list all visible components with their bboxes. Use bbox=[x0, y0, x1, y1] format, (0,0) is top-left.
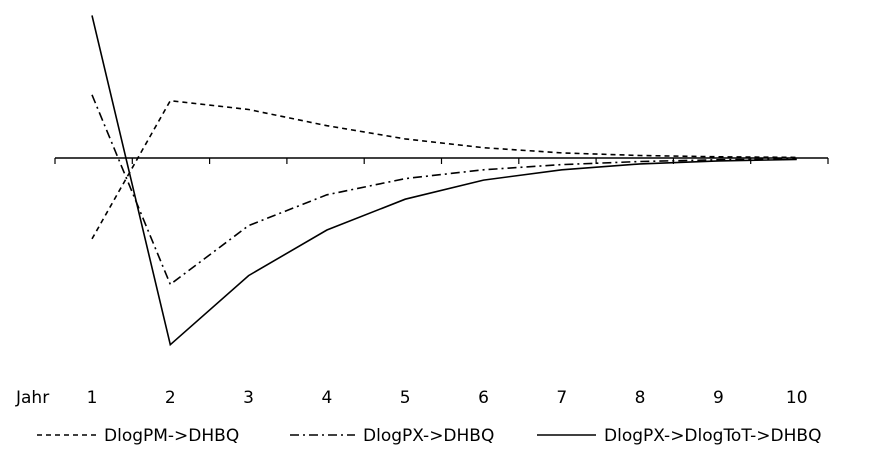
axis-layer bbox=[54, 157, 829, 164]
x-tick-label: 4 bbox=[321, 388, 332, 408]
legend-label-3: DlogPX->DlogToT->DHBQ bbox=[604, 426, 821, 446]
series-layer bbox=[91, 15, 797, 347]
x-tick-label: 3 bbox=[243, 388, 254, 408]
x-tick-label: 2 bbox=[165, 388, 176, 408]
x-tick-label: 8 bbox=[635, 388, 646, 408]
x-axis-title: Jahr bbox=[15, 388, 49, 408]
x-tick-label: 9 bbox=[713, 388, 724, 408]
x-tick-label: 7 bbox=[556, 388, 567, 408]
series-line-3 bbox=[91, 15, 797, 347]
series-line-2 bbox=[91, 94, 797, 286]
x-tick-label: 10 bbox=[786, 388, 808, 408]
x-tick-label: 6 bbox=[478, 388, 489, 408]
x-tick-label: 1 bbox=[87, 388, 98, 408]
label-layer: Jahr 1 2 3 4 5 6 7 8 9 10 bbox=[15, 388, 808, 408]
legend: DlogPM->DHBQ DlogPX->DHBQ DlogPX->DlogToT-… bbox=[37, 426, 821, 446]
legend-label-2: DlogPX->DHBQ bbox=[363, 426, 494, 446]
series-line-1 bbox=[91, 99, 797, 240]
legend-label-1: DlogPM->DHBQ bbox=[104, 426, 239, 446]
x-tick-label: 5 bbox=[400, 388, 411, 408]
